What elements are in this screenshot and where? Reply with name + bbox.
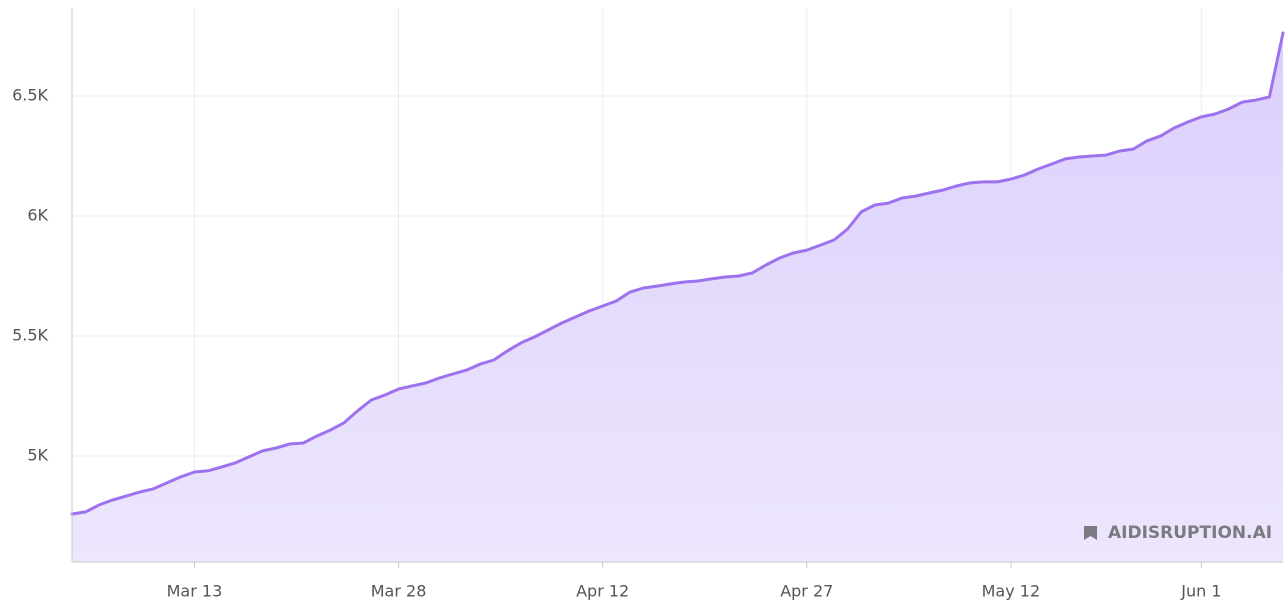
x-tick-label: May 12 (982, 582, 1041, 601)
x-tick-label: Mar 13 (167, 582, 223, 601)
line (70, 31, 1285, 516)
y-tick-label: 6K (27, 206, 48, 225)
watermark-icon (1084, 526, 1097, 540)
y-tick-label: 6.5K (12, 86, 48, 105)
area (72, 33, 1283, 562)
watermark: AIDISRUPTION.AI (1084, 523, 1272, 543)
x-tick-label: Apr 27 (780, 582, 833, 601)
x-tick-label: Apr 12 (576, 582, 629, 601)
y-tick-label: 5.5K (12, 325, 48, 344)
watermark-text: AIDISRUPTION.AI (1108, 523, 1272, 543)
x-tick-label: Mar 28 (371, 582, 427, 601)
x-tick-label: Jun 1 (1180, 582, 1221, 601)
y-tick-label: 5K (27, 445, 48, 464)
